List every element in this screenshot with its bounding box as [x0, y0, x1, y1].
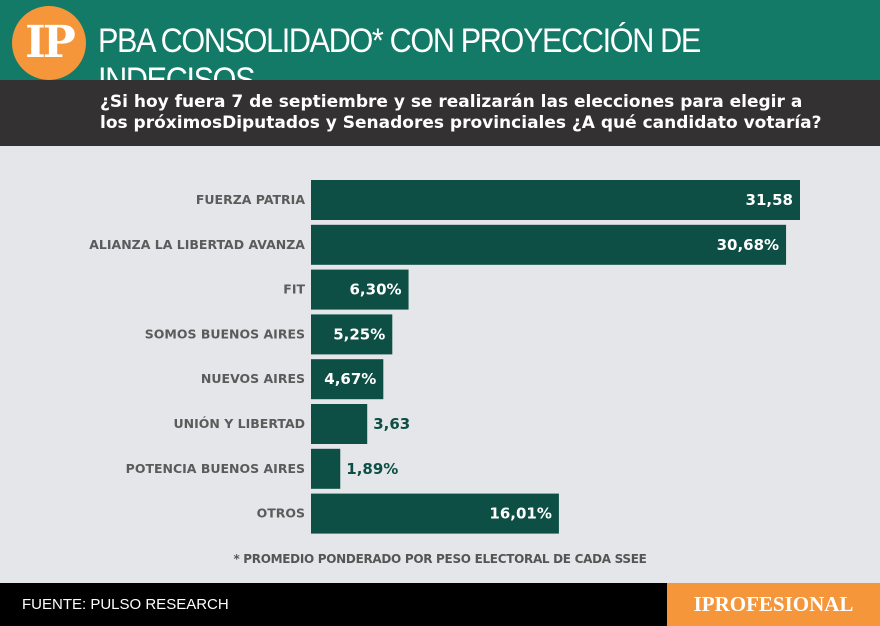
- category-label: ALIANZA LA LIBERTAD AVANZA: [89, 237, 305, 252]
- bar-chart: FUERZA PATRIA 31,58 ALIANZA LA LIBERTAD AV…: [89, 180, 800, 534]
- bar: [311, 359, 384, 400]
- category-label: FIT: [283, 282, 305, 297]
- bar: [311, 448, 341, 489]
- ip-logo: IP: [12, 6, 86, 80]
- bar: [311, 269, 409, 310]
- bar: [311, 180, 800, 220]
- data-label: 4,67%: [324, 370, 376, 388]
- data-label: 3,63: [373, 415, 410, 433]
- bar: [311, 314, 393, 355]
- category-label: FUERZA PATRIA: [196, 192, 305, 207]
- data-label: 1,89%: [346, 460, 398, 478]
- category-label: NUEVOS AIRES: [201, 371, 305, 386]
- data-label: 6,30%: [350, 281, 402, 299]
- data-label: 30,68%: [717, 236, 779, 254]
- data-label: 5,25%: [333, 325, 385, 343]
- category-label: UNIÓN Y LIBERTAD: [174, 416, 305, 431]
- source-text: FUENTE: PULSO RESEARCH: [22, 596, 229, 613]
- category-label: OTROS: [257, 506, 305, 521]
- iprofesional-brand: IPROFESIONAL: [667, 583, 880, 626]
- question-text: ¿Si hoy fuera 7 de septiembre y se reali…: [100, 92, 822, 133]
- footnote: * PROMEDIO PONDERADO POR PESO ELECTORAL …: [233, 552, 647, 566]
- data-label: 31,58: [746, 191, 793, 209]
- category-label: SOMOS BUENOS AIRES: [145, 326, 305, 341]
- data-label: 16,01%: [489, 505, 551, 523]
- bar: [311, 224, 787, 265]
- bar: [311, 493, 559, 534]
- category-label: POTENCIA BUENOS AIRES: [126, 461, 305, 476]
- question-band: [0, 80, 880, 146]
- header-bar: [0, 0, 880, 80]
- bar: [311, 404, 368, 444]
